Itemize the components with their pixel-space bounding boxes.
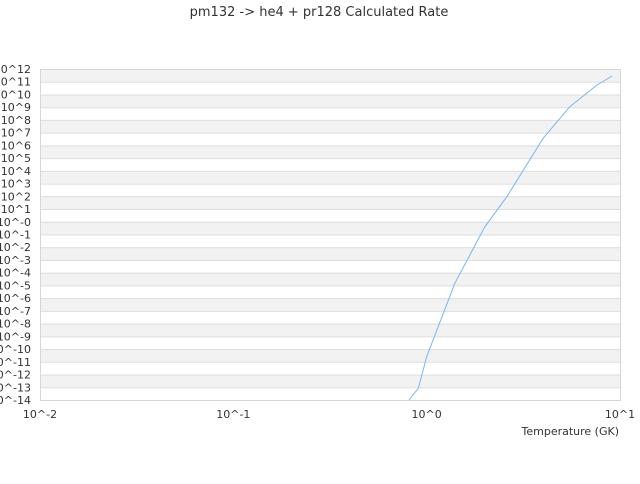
series-layer	[408, 75, 613, 401]
y-tick-label: 10^-4	[0, 267, 31, 280]
plot-band	[40, 349, 620, 362]
y-tick-label: 10^-2	[0, 241, 31, 254]
plot-band	[40, 145, 620, 159]
y-tick-label: 10^9	[1, 101, 31, 114]
x-axis-ticks: 10^-2 10^-1 10^0 10^1	[23, 408, 635, 421]
series-line	[408, 75, 613, 401]
plot-band	[40, 298, 620, 311]
x-axis-label: Temperature (GK)	[521, 425, 620, 438]
y-tick-label: 10^11	[0, 76, 31, 89]
x-tick-label: 10^1	[605, 408, 635, 421]
y-axis-ticks: 10^1210^1110^1010^910^810^710^610^510^41…	[0, 63, 31, 407]
y-tick-label: 10^2	[1, 190, 31, 203]
y-tick-label: 10^3	[1, 178, 31, 191]
y-tick-label: 10^12	[0, 63, 31, 76]
y-tick-label: 10^6	[1, 139, 31, 152]
y-tick-label: 10^1	[1, 203, 31, 216]
y-tick-label: 10^-13	[0, 381, 31, 394]
plot-band	[40, 221, 620, 235]
x-tick-label: 10^-1	[216, 408, 250, 421]
y-tick-label: 10^-10	[0, 343, 31, 356]
plot-band	[40, 374, 620, 388]
y-tick-label: 10^-0	[0, 216, 31, 229]
y-tick-label: 10^7	[1, 127, 31, 140]
y-tick-label: 10^-6	[0, 292, 31, 305]
y-tick-label: 10^8	[1, 114, 31, 127]
plot-border	[40, 69, 621, 401]
y-tick-label: 10^-8	[0, 318, 31, 331]
plot-band	[40, 69, 620, 82]
chart-title: pm132 -> he4 + pr128 Calculated Rate	[190, 5, 449, 20]
y-tick-label: 10^-12	[0, 369, 31, 382]
y-tick-label: 10^-11	[0, 356, 31, 369]
x-tick-label: 10^-2	[23, 408, 57, 421]
plot-band	[40, 272, 620, 286]
plot-band	[40, 247, 620, 260]
y-tick-label: 10^-3	[0, 254, 31, 267]
y-tick-label: 10^-14	[0, 394, 31, 407]
plot-bands	[40, 69, 620, 389]
y-tick-label: 10^4	[1, 165, 31, 178]
plot-band	[40, 196, 620, 210]
plot-band	[40, 323, 620, 337]
plot-band	[40, 170, 620, 184]
y-tick-label: 10^10	[0, 88, 31, 101]
y-tick-label: 10^-5	[0, 279, 31, 292]
y-tick-label: 10^-9	[0, 330, 31, 343]
y-tick-label: 10^-1	[0, 229, 31, 242]
y-tick-label: 10^-7	[0, 305, 31, 318]
plot-band	[40, 94, 620, 108]
y-tick-label: 10^5	[1, 152, 31, 165]
x-tick-label: 10^0	[412, 408, 442, 421]
plot-band	[40, 119, 620, 133]
